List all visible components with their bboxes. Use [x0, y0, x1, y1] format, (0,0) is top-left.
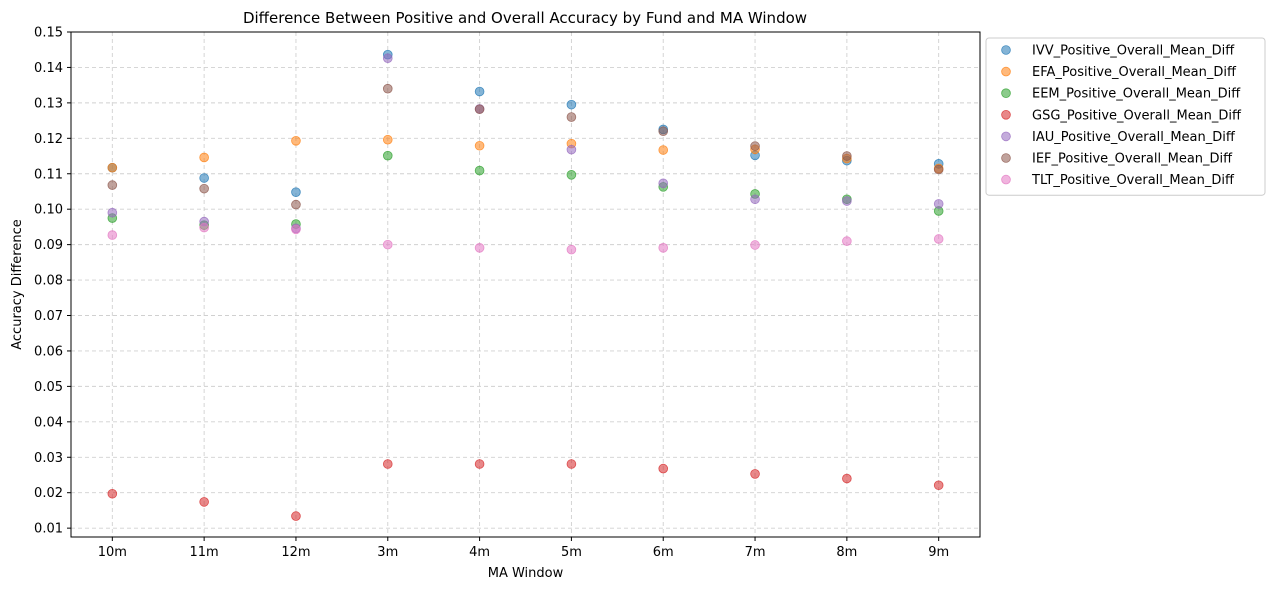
- data-point: [474, 86, 485, 97]
- y-axis-label: Accuracy Difference: [10, 219, 25, 350]
- legend-frame: [985, 37, 1266, 196]
- data-point: [474, 243, 485, 253]
- data-point: [107, 488, 118, 499]
- y-tick-label: 0.09: [34, 238, 63, 253]
- legend-label: IAU_Positive_Overall_Mean_Diff: [1032, 130, 1236, 145]
- x-tick-label: 11m: [190, 545, 219, 560]
- data-point: [382, 83, 393, 94]
- data-point: [107, 180, 118, 190]
- data-point: [658, 178, 669, 189]
- y-tick-label: 0.07: [34, 309, 63, 324]
- data-point: [107, 207, 118, 218]
- chart-title: Difference Between Positive and Overall …: [243, 9, 807, 27]
- data-point: [750, 141, 760, 151]
- legend-marker: [1001, 174, 1011, 185]
- data-point: [658, 243, 669, 253]
- data-point: [382, 53, 393, 64]
- data-point: [933, 199, 944, 209]
- x-tick-label: 6m: [653, 545, 674, 560]
- data-point: [933, 234, 944, 244]
- data-point: [566, 99, 577, 110]
- legend-label: GSG_Positive_Overall_Mean_Diff: [1032, 108, 1242, 123]
- data-point: [199, 173, 209, 183]
- y-tick-label: 0.01: [34, 522, 63, 537]
- y-tick-label: 0.11: [34, 167, 63, 182]
- data-point: [933, 164, 944, 175]
- data-points: [107, 49, 944, 521]
- data-point: [933, 480, 944, 491]
- data-point: [842, 196, 852, 206]
- legend-marker: [1001, 153, 1011, 163]
- data-point: [382, 239, 393, 250]
- data-point: [199, 152, 209, 163]
- data-point: [566, 170, 577, 180]
- data-point: [474, 165, 485, 176]
- x-tick-label: 9m: [928, 545, 949, 560]
- y-tick-label: 0.15: [34, 26, 63, 41]
- y-tick-label: 0.06: [34, 344, 63, 359]
- data-point: [382, 150, 393, 161]
- data-point: [291, 187, 301, 197]
- x-tick-label: 10m: [98, 545, 127, 560]
- y-tick-label: 0.08: [34, 274, 63, 289]
- data-point: [658, 145, 669, 155]
- data-point: [382, 134, 393, 145]
- legend-marker: [1001, 131, 1011, 142]
- y-tick-label: 0.14: [34, 61, 63, 76]
- data-point: [566, 112, 577, 122]
- y-tick-label: 0.04: [34, 415, 63, 430]
- legend-label: EFA_Positive_Overall_Mean_Diff: [1032, 65, 1237, 80]
- legend-label: IVV_Positive_Overall_Mean_Diff: [1032, 44, 1235, 59]
- data-point: [291, 224, 301, 235]
- legend-label: EEM_Positive_Overall_Mean_Diff: [1032, 87, 1241, 102]
- data-point: [566, 144, 577, 155]
- data-point: [474, 104, 485, 115]
- x-tick-label: 7m: [745, 545, 766, 560]
- legend-label: TLT_Positive_Overall_Mean_Diff: [1031, 173, 1235, 188]
- data-point: [291, 511, 301, 521]
- x-tick-label: 3m: [377, 545, 398, 560]
- y-tick-label: 0.05: [34, 380, 63, 395]
- data-point: [474, 140, 485, 151]
- data-point: [291, 135, 301, 146]
- x-tick-label: 5m: [561, 545, 582, 560]
- data-point: [199, 497, 209, 507]
- legend-label: IEF_Positive_Overall_Mean_Diff: [1032, 152, 1233, 167]
- x-tick-label: 12m: [281, 545, 310, 560]
- legend-marker: [1001, 110, 1011, 120]
- data-point: [750, 194, 760, 205]
- data-point: [566, 459, 577, 469]
- data-point: [750, 469, 760, 479]
- data-point: [107, 162, 118, 173]
- x-tick-label: 8m: [836, 545, 857, 560]
- data-point: [842, 473, 852, 484]
- legend-marker: [1001, 45, 1011, 55]
- data-point: [658, 463, 669, 474]
- data-point: [474, 459, 485, 469]
- data-point: [658, 126, 669, 137]
- data-point: [566, 244, 577, 255]
- plot-area-frame: [70, 31, 981, 538]
- data-point: [199, 222, 209, 233]
- grid-lines: [71, 31, 980, 537]
- legend: IVV_Positive_Overall_Mean_Diff EFA_Positi…: [985, 37, 1266, 196]
- data-point: [107, 230, 118, 240]
- legend-marker: [1001, 66, 1011, 77]
- y-tick-label: 0.10: [34, 203, 63, 218]
- y-tick-label: 0.02: [34, 486, 63, 501]
- y-tick-label: 0.03: [34, 451, 63, 466]
- x-axis-label: MA Window: [488, 566, 564, 581]
- y-tick-label: 0.12: [34, 132, 63, 147]
- data-point: [291, 199, 301, 210]
- data-point: [750, 240, 760, 250]
- data-point: [199, 183, 209, 194]
- x-tick-label: 4m: [469, 545, 490, 560]
- data-point: [842, 236, 852, 246]
- y-tick-label: 0.13: [34, 96, 63, 111]
- axes: 10m 11m 12m 3m 4m 5m 6m 7m 8m 9m 0.01 0.02 0.03 0.04 0…: [34, 26, 949, 561]
- legend-marker: [1001, 88, 1011, 98]
- data-point: [382, 459, 393, 469]
- data-point: [842, 151, 852, 161]
